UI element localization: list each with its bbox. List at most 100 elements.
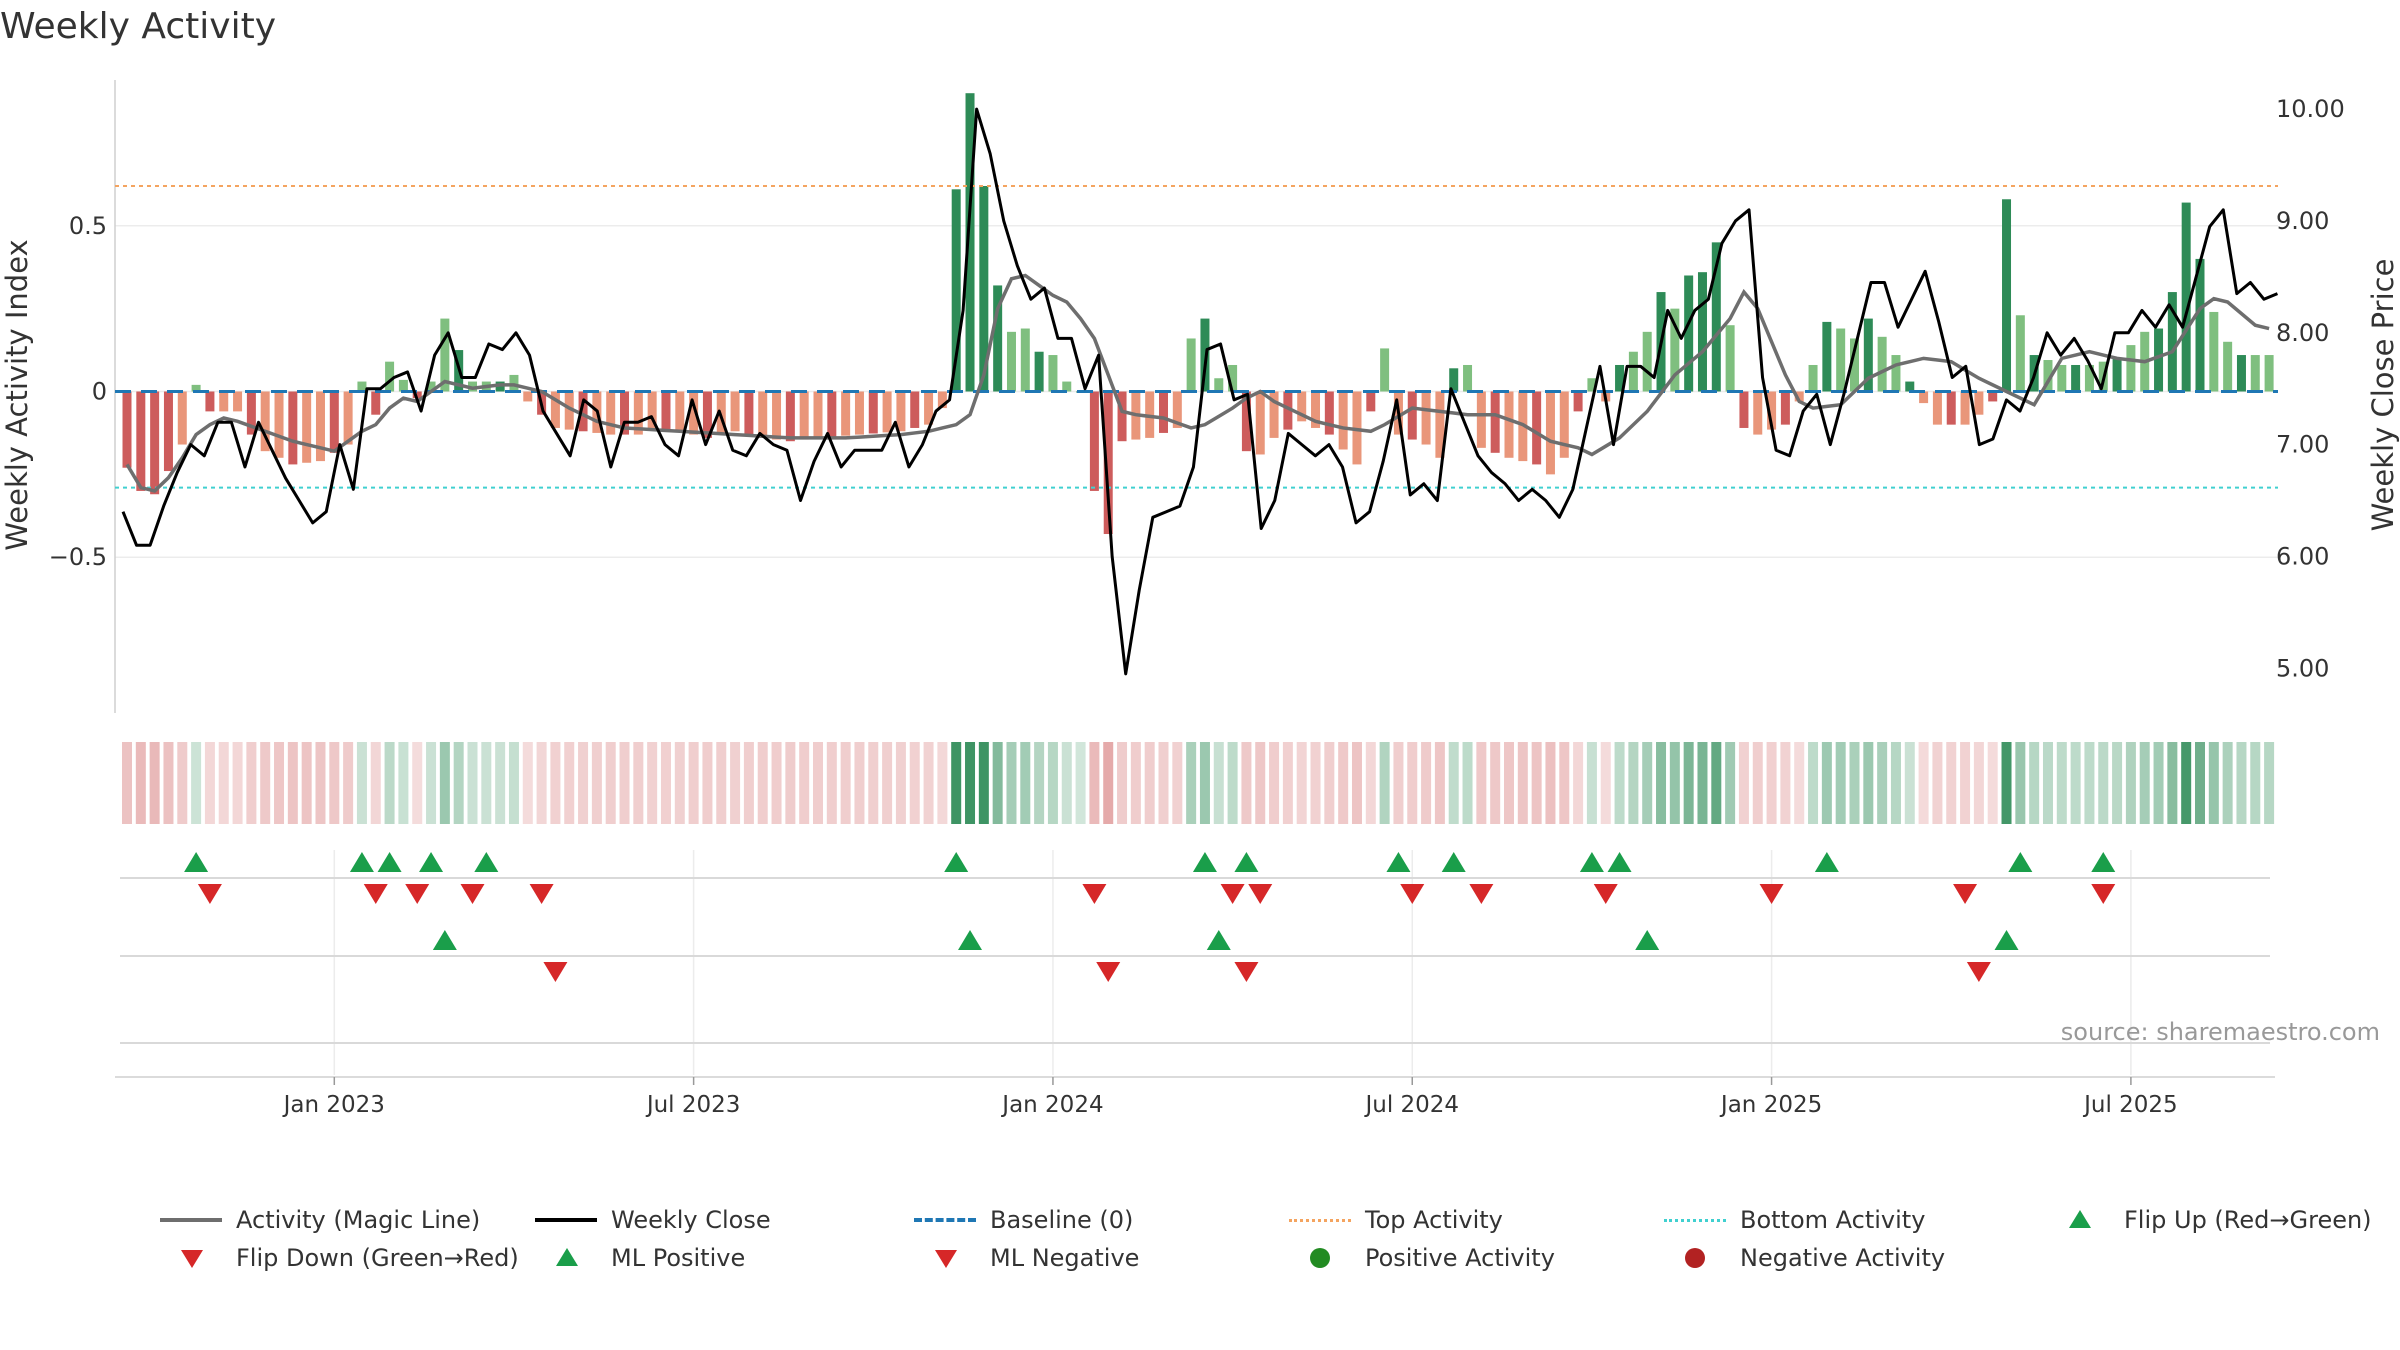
- flip-up-marker: [2091, 852, 2116, 872]
- heat-cell: [951, 742, 962, 824]
- activity-bar: [1366, 391, 1376, 412]
- activity-bar: [633, 391, 643, 435]
- x-tick-label: Jul 2023: [645, 1092, 741, 1118]
- heat-cell: [315, 742, 326, 824]
- x-tick-label: Jul 2024: [1363, 1092, 1459, 1118]
- heat-cell: [2125, 742, 2136, 824]
- legend-label: Flip Down (Green→Red): [236, 1244, 519, 1272]
- heat-cell: [149, 742, 160, 824]
- heat-cell: [647, 742, 658, 824]
- activity-bar: [1767, 391, 1777, 430]
- heat-cell: [356, 742, 367, 824]
- legend-item: Flip Up (Red→Green): [2048, 1206, 2372, 1234]
- legend-item: Weekly Close: [535, 1206, 771, 1234]
- heat-cell: [163, 742, 174, 824]
- legend-item: ML Positive: [535, 1244, 745, 1272]
- heat-cell: [1725, 742, 1736, 824]
- legend-swatch: [160, 1209, 222, 1231]
- activity-bar: [1919, 391, 1929, 404]
- main-panel: 0.5 0 −0.5 10.00 9.00 8.00 7.00 6.00 5.00: [49, 80, 2345, 713]
- activity-bar: [523, 391, 533, 402]
- activity-bar: [2057, 364, 2067, 392]
- activity-bar: [924, 391, 934, 425]
- heat-cell: [1186, 742, 1197, 824]
- activity-bar: [385, 361, 395, 392]
- y2-tick-label: 7.00: [2276, 431, 2329, 459]
- heat-cell: [1379, 742, 1390, 824]
- heat-cell: [1227, 742, 1238, 824]
- activity-bar: [260, 391, 270, 452]
- heat-cell: [1586, 742, 1597, 824]
- activity-bar: [2195, 258, 2205, 392]
- activity-bar: [191, 384, 201, 392]
- activity-bar: [1711, 242, 1721, 392]
- activity-bar: [1255, 391, 1265, 455]
- legend-swatch: [914, 1247, 976, 1269]
- activity-bar: [205, 391, 215, 412]
- heat-cell: [1047, 742, 1058, 824]
- activity-bar: [1628, 351, 1638, 392]
- heat-cell: [1199, 742, 1210, 824]
- flip-up-marker: [419, 852, 444, 872]
- heat-cell: [1351, 742, 1362, 824]
- heat-cell: [882, 742, 893, 824]
- activity-bar: [1449, 368, 1459, 392]
- heat-cell: [1711, 742, 1722, 824]
- heat-cell: [1531, 742, 1542, 824]
- activity-bar: [1435, 391, 1445, 458]
- flip-down-marker: [460, 884, 485, 904]
- heat-cell: [1117, 742, 1128, 824]
- heat-cell: [1158, 742, 1169, 824]
- legend-label: Top Activity: [1365, 1206, 1503, 1234]
- heat-cell: [730, 742, 741, 824]
- activity-bar: [1587, 378, 1597, 392]
- activity-bar: [274, 391, 284, 458]
- heat-cell: [2070, 742, 2081, 824]
- activity-bar: [136, 391, 146, 491]
- activity-bar: [1020, 328, 1030, 392]
- heat-cell: [2264, 742, 2275, 824]
- heat-cell: [619, 742, 630, 824]
- activity-bar: [564, 391, 574, 430]
- legend-item: ML Negative: [914, 1244, 1139, 1272]
- heat-cell: [702, 742, 713, 824]
- heat-cell: [426, 742, 437, 824]
- activity-bar: [1960, 391, 1970, 425]
- y-tick-label: 0.5: [69, 212, 107, 240]
- heat-cell: [1103, 742, 1114, 824]
- heat-cell: [2029, 742, 2040, 824]
- activity-bar: [744, 391, 754, 435]
- magic-line: [125, 273, 2270, 493]
- activity-bar: [1159, 391, 1168, 433]
- activity-bar: [550, 391, 560, 428]
- legend-label: ML Positive: [611, 1244, 746, 1272]
- heat-cell: [2139, 742, 2150, 824]
- heat-cell: [909, 742, 920, 824]
- heat-cell: [1172, 742, 1183, 824]
- activity-bar: [827, 391, 837, 437]
- legend-swatch: [535, 1209, 597, 1231]
- heat-cell: [550, 742, 561, 824]
- activity-bar: [1836, 328, 1846, 392]
- heat-cell: [1310, 742, 1321, 824]
- heat-cell: [536, 742, 547, 824]
- activity-bar: [910, 391, 920, 428]
- heat-cell: [1642, 742, 1653, 824]
- heat-cell: [799, 742, 810, 824]
- heat-cell: [1656, 742, 1667, 824]
- activity-bar: [1297, 391, 1307, 422]
- flip-markers-panel: [120, 850, 2270, 1075]
- activity-bar: [1850, 338, 1859, 392]
- heat-cell: [1987, 742, 1998, 824]
- activity-bar: [841, 391, 851, 436]
- activity-bar: [606, 391, 616, 435]
- heat-cell: [965, 742, 976, 824]
- activity-bar: [1269, 391, 1279, 438]
- legend-swatch: [1289, 1247, 1351, 1269]
- activity-bar: [1407, 391, 1417, 440]
- activity-bar: [882, 391, 892, 433]
- flip-up-marker: [1814, 852, 1839, 872]
- heat-cell: [785, 742, 796, 824]
- heat-cell: [2015, 742, 2026, 824]
- heat-cell: [495, 742, 506, 824]
